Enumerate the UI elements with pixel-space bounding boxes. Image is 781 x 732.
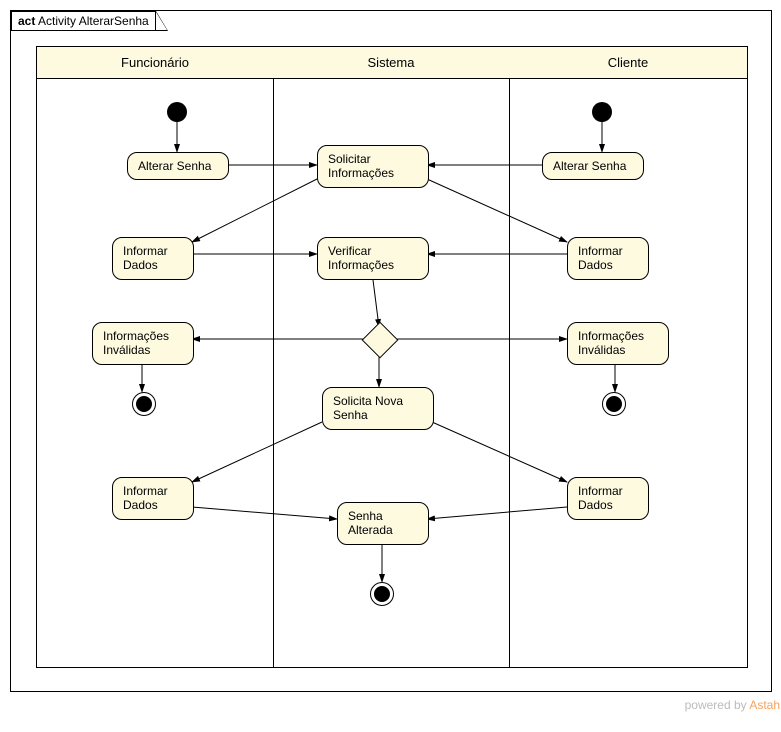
activity-verificar-informacoes: VerificarInformações (317, 237, 429, 280)
lane-sistema: Sistema (273, 47, 510, 667)
frame-title: Activity AlterarSenha (38, 14, 149, 28)
final-node (602, 392, 626, 416)
swimlane-container: Funcionário Sistema Cliente Alterar Senh… (36, 46, 748, 668)
lane-header: Sistema (273, 47, 509, 79)
footer-text: powered by (685, 698, 750, 712)
activity-senha-alterada: SenhaAlterada (337, 502, 429, 545)
activity-informar-dados: InformarDados (567, 237, 649, 280)
activity-informar-dados: InformarDados (567, 477, 649, 520)
diagram-frame: act Activity AlterarSenha Funcionário Si… (10, 10, 772, 692)
activity-informar-dados: InformarDados (112, 477, 194, 520)
lane-header: Funcionário (37, 47, 273, 79)
initial-node (592, 102, 612, 122)
frame-prefix: act (18, 14, 35, 28)
activity-solicitar-informacoes: SolicitarInformações (317, 145, 429, 188)
footer: powered by Astah (10, 698, 780, 712)
activity-alterar-senha: Alterar Senha (542, 152, 644, 180)
activity-informacoes-invalidas: InformaçõesInválidas (567, 322, 669, 365)
activity-solicita-nova-senha: Solicita NovaSenha (322, 387, 434, 430)
initial-node (167, 102, 187, 122)
frame-tab: act Activity AlterarSenha (11, 11, 168, 31)
final-node (132, 392, 156, 416)
footer-brand: Astah (749, 698, 780, 712)
lane-header: Cliente (509, 47, 747, 79)
activity-informar-dados: InformarDados (112, 237, 194, 280)
final-node (370, 582, 394, 606)
activity-informacoes-invalidas: InformaçõesInválidas (92, 322, 194, 365)
activity-alterar-senha: Alterar Senha (127, 152, 229, 180)
